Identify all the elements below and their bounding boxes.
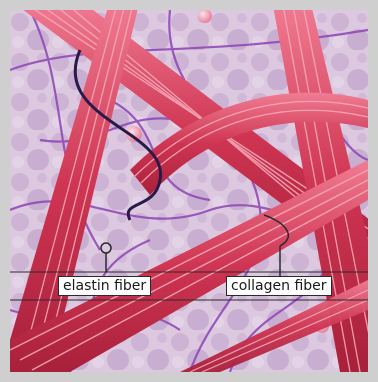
label-guide-lines: [10, 271, 368, 301]
collagen-bundle-middle: [130, 92, 368, 195]
highlighted-elastin-fiber: [73, 49, 162, 221]
elastin-fiber-label: elastin fiber: [58, 276, 152, 296]
collagen-fiber-label: collagen fiber: [226, 276, 332, 296]
tissue-svg: [10, 10, 368, 372]
collagen-bundle-lower: [10, 160, 368, 372]
label-pointers: [100, 214, 290, 276]
collagen-bundle-bottom: [180, 280, 368, 372]
collagen-bundle-left: [10, 10, 138, 372]
connective-tissue-illustration: elastin fiber collagen fiber: [10, 10, 368, 372]
